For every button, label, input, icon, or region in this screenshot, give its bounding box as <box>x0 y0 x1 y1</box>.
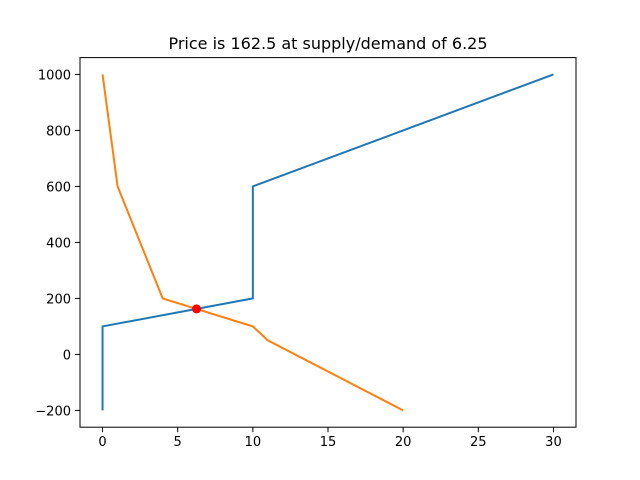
x-tick-label: 5 <box>174 435 182 450</box>
y-tick-label: 400 <box>46 236 71 251</box>
y-tick-label: 600 <box>46 180 71 195</box>
x-tick-label: 10 <box>245 435 262 450</box>
equilibrium-point <box>191 304 201 314</box>
axes-frame <box>79 57 577 428</box>
x-tick-label: 20 <box>395 435 412 450</box>
y-tick-label: −200 <box>35 404 71 419</box>
x-tick-label: 25 <box>470 435 487 450</box>
series-line <box>101 74 404 412</box>
x-tick-label: 0 <box>98 435 106 450</box>
y-tick-label: 1000 <box>38 68 71 83</box>
y-tick-label: 200 <box>46 292 71 307</box>
chart-title: Price is 162.5 at supply/demand of 6.25 <box>168 34 487 53</box>
x-tick-label: 30 <box>545 435 562 450</box>
x-tick-label: 15 <box>320 435 337 450</box>
series-line <box>101 73 554 411</box>
y-tick-label: 800 <box>46 124 71 139</box>
y-tick-label: 0 <box>63 348 71 363</box>
